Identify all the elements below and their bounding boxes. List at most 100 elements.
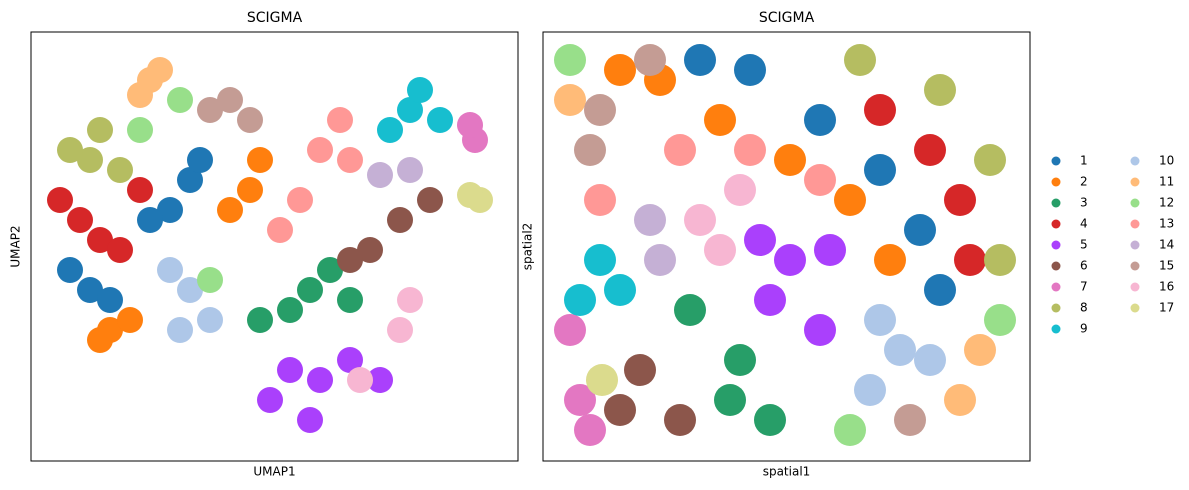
point [307, 137, 333, 163]
point [634, 44, 666, 76]
point [944, 184, 976, 216]
point [397, 157, 423, 183]
point [337, 347, 363, 373]
point [277, 357, 303, 383]
point [417, 187, 443, 213]
legend-label: 17 [1159, 301, 1174, 315]
legend-label: 11 [1159, 175, 1174, 189]
point [834, 184, 866, 216]
point [734, 54, 766, 86]
point [177, 167, 203, 193]
point [724, 174, 756, 206]
point [804, 314, 836, 346]
x-axis-label: spatial1 [763, 465, 811, 479]
point [814, 234, 846, 266]
legend-marker [1130, 219, 1140, 229]
point [584, 94, 616, 126]
point [754, 284, 786, 316]
point [914, 344, 946, 376]
point [407, 77, 433, 103]
point [247, 307, 273, 333]
point [427, 107, 453, 133]
legend-marker [1051, 261, 1061, 271]
legend-label: 9 [1080, 322, 1088, 336]
legend-marker [1051, 177, 1061, 187]
legend-marker [1051, 282, 1061, 292]
point [644, 244, 676, 276]
point [564, 284, 596, 316]
point [217, 197, 243, 223]
legend-label: 16 [1159, 280, 1174, 294]
point [247, 147, 273, 173]
points [47, 57, 493, 433]
point [754, 404, 786, 436]
point [167, 317, 193, 343]
legend-marker [1051, 240, 1061, 250]
point [714, 384, 746, 416]
point [117, 307, 143, 333]
legend-label: 14 [1159, 238, 1174, 252]
legend-label: 6 [1080, 259, 1088, 273]
legend-label: 3 [1080, 196, 1088, 210]
legend-label: 1 [1080, 154, 1088, 168]
legend-marker [1130, 156, 1140, 166]
legend-marker [1051, 324, 1061, 334]
point [604, 394, 636, 426]
point [884, 334, 916, 366]
point [804, 104, 836, 136]
legend-marker [1130, 177, 1140, 187]
point [47, 187, 73, 213]
point [634, 204, 666, 236]
legend-label: 10 [1159, 154, 1174, 168]
point [237, 107, 263, 133]
legend-marker [1130, 282, 1140, 292]
point [834, 414, 866, 446]
point [984, 304, 1016, 336]
point [267, 217, 293, 243]
point [954, 244, 986, 276]
point [187, 147, 213, 173]
point [157, 197, 183, 223]
point [844, 44, 876, 76]
point [624, 354, 656, 386]
point [604, 274, 636, 306]
point [297, 277, 323, 303]
legend-marker [1051, 303, 1061, 313]
point [604, 54, 636, 86]
point [377, 117, 403, 143]
point [397, 287, 423, 313]
point [724, 344, 756, 376]
points [554, 44, 1016, 446]
point [367, 162, 393, 188]
point [864, 304, 896, 336]
point [586, 364, 618, 396]
point [984, 244, 1016, 276]
point [217, 87, 243, 113]
x-axis-label: UMAP1 [253, 465, 295, 479]
point [734, 134, 766, 166]
point [457, 112, 483, 138]
point [87, 117, 113, 143]
point [337, 247, 363, 273]
point [744, 224, 776, 256]
point [894, 404, 926, 436]
point [774, 244, 806, 276]
point [904, 214, 936, 246]
point [107, 157, 133, 183]
point [257, 387, 283, 413]
point [804, 164, 836, 196]
point [367, 367, 393, 393]
point [664, 404, 696, 436]
point [554, 84, 586, 116]
axes-frame [542, 31, 1031, 462]
point [137, 207, 163, 233]
point [457, 182, 483, 208]
point [664, 134, 696, 166]
legend-label: 8 [1080, 301, 1088, 315]
point [57, 257, 83, 283]
legend-marker [1130, 261, 1140, 271]
point [574, 134, 606, 166]
point [397, 97, 423, 123]
point [684, 44, 716, 76]
